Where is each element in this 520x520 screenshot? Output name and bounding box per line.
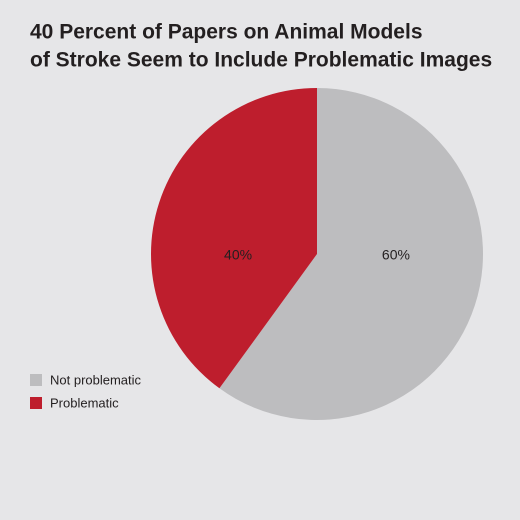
chart-title: of Stroke Seem to Include Problematic Im… — [30, 49, 492, 72]
pie-slice — [219, 87, 484, 421]
legend-swatch — [30, 397, 42, 409]
value-label: 40% — [224, 247, 252, 263]
legend-label: Not problematic — [50, 372, 142, 387]
value-label: 60% — [382, 247, 410, 263]
legend-label: Problematic — [50, 395, 119, 410]
legend-swatch — [30, 374, 42, 386]
chart-title: 40 Percent of Papers on Animal Models — [30, 21, 423, 44]
pie-slice — [151, 88, 317, 389]
